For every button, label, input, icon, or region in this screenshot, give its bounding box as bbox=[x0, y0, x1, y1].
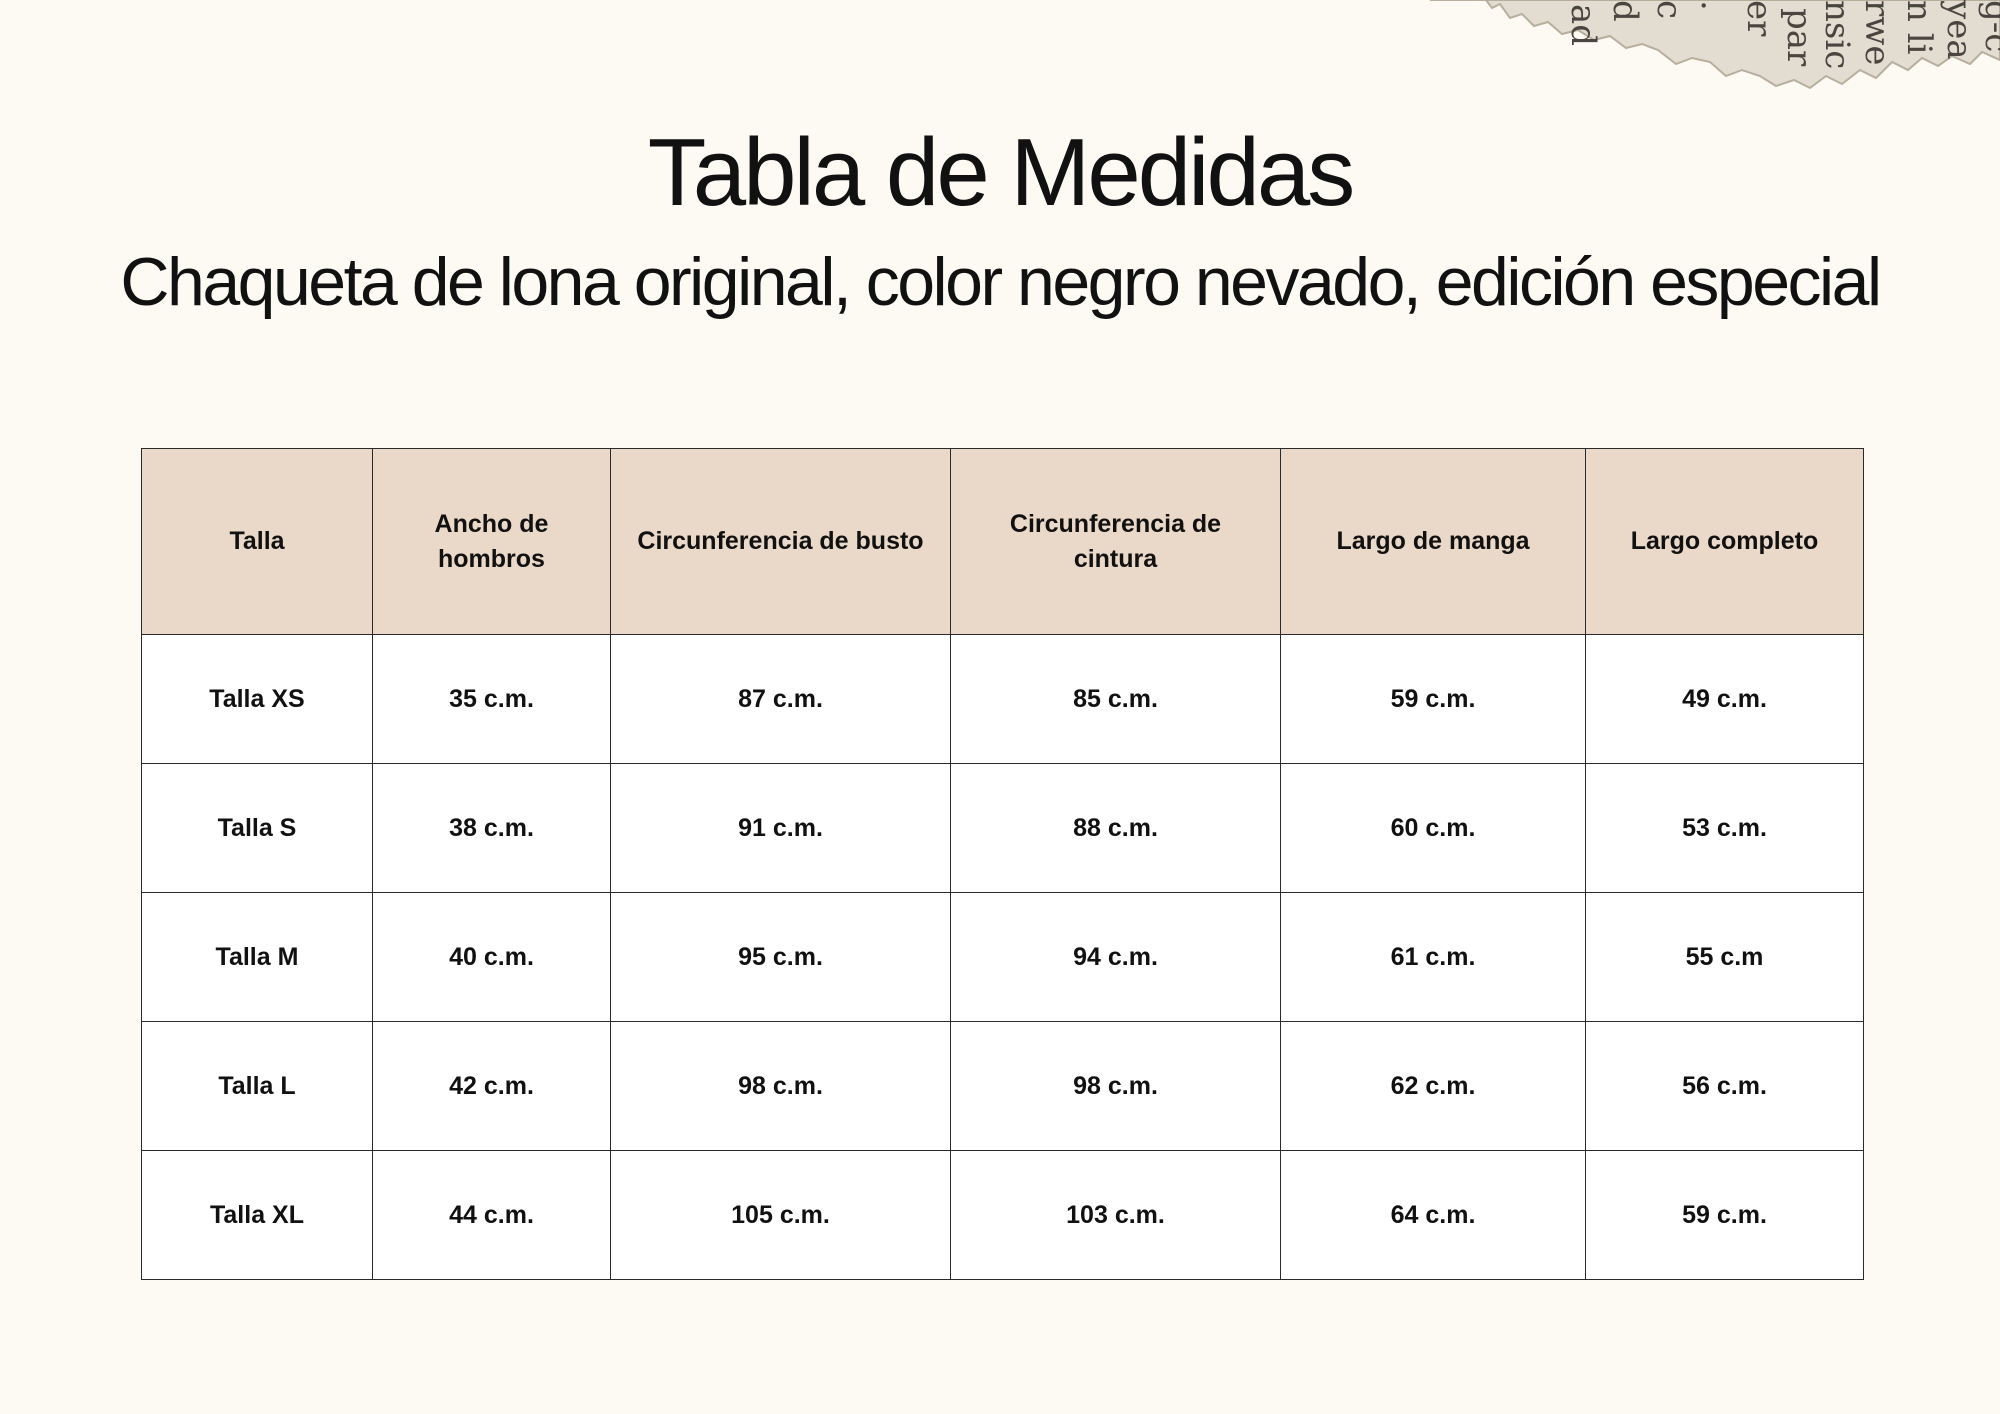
table-cell: 35 c.m. bbox=[372, 634, 611, 764]
table-cell: 98 c.m. bbox=[610, 1021, 951, 1151]
table-cell: 38 c.m. bbox=[372, 763, 611, 893]
table-cell: 59 c.m. bbox=[1280, 634, 1586, 764]
svg-text:n li: n li bbox=[1899, 0, 1939, 55]
svg-text:par: par bbox=[1779, 8, 1819, 67]
size-cell: Talla S bbox=[141, 763, 373, 893]
torn-newspaper-scrap-icon: ad d c . er par nsic rwe n li yea g-c bbox=[1430, 0, 2000, 90]
size-cell: Talla XS bbox=[141, 634, 373, 764]
table-cell: 40 c.m. bbox=[372, 892, 611, 1022]
header-circunferencia-cintura: Circunferencia de cintura bbox=[950, 448, 1281, 635]
svg-text:.: . bbox=[1693, 0, 1733, 11]
table-row: Talla M 40 c.m. 95 c.m. 94 c.m. 61 c.m. … bbox=[141, 892, 1864, 1022]
svg-text:g-c: g-c bbox=[1977, 0, 2000, 52]
page-title: Tabla de Medidas bbox=[647, 119, 1355, 226]
svg-text:rwe: rwe bbox=[1857, 0, 1897, 65]
table-cell: 64 c.m. bbox=[1280, 1150, 1586, 1280]
size-chart-table: Talla Ancho de hombros Circunferencia de… bbox=[141, 448, 1864, 1280]
table-header-row: Talla Ancho de hombros Circunferencia de… bbox=[141, 448, 1864, 635]
table-row: Talla XS 35 c.m. 87 c.m. 85 c.m. 59 c.m.… bbox=[141, 634, 1864, 764]
table-cell: 87 c.m. bbox=[610, 634, 951, 764]
page-subtitle: Chaqueta de lona original, color negro n… bbox=[120, 244, 1882, 320]
svg-text:ad: ad bbox=[1563, 4, 1603, 46]
table-cell: 59 c.m. bbox=[1585, 1150, 1864, 1280]
table-cell: 103 c.m. bbox=[950, 1150, 1281, 1280]
header-ancho-hombros: Ancho de hombros bbox=[372, 448, 611, 635]
table-row: Talla XL 44 c.m. 105 c.m. 103 c.m. 64 c.… bbox=[141, 1150, 1864, 1280]
table-cell: 95 c.m. bbox=[610, 892, 951, 1022]
table-cell: 55 c.m bbox=[1585, 892, 1864, 1022]
table-row: Talla S 38 c.m. 91 c.m. 88 c.m. 60 c.m. … bbox=[141, 763, 1864, 893]
table-cell: 61 c.m. bbox=[1280, 892, 1586, 1022]
table-cell: 42 c.m. bbox=[372, 1021, 611, 1151]
size-cell: Talla L bbox=[141, 1021, 373, 1151]
table-cell: 56 c.m. bbox=[1585, 1021, 1864, 1151]
svg-text:d: d bbox=[1605, 0, 1645, 22]
svg-text:er: er bbox=[1739, 0, 1779, 37]
table-cell: 44 c.m. bbox=[372, 1150, 611, 1280]
table-cell: 53 c.m. bbox=[1585, 763, 1864, 893]
table-cell: 85 c.m. bbox=[950, 634, 1281, 764]
header-largo-manga: Largo de manga bbox=[1280, 448, 1586, 635]
table-cell: 91 c.m. bbox=[610, 763, 951, 893]
size-cell: Talla M bbox=[141, 892, 373, 1022]
table-cell: 88 c.m. bbox=[950, 763, 1281, 893]
svg-text:yea: yea bbox=[1939, 0, 1979, 60]
svg-text:c: c bbox=[1649, 0, 1689, 19]
table-cell: 105 c.m. bbox=[610, 1150, 951, 1280]
table-cell: 62 c.m. bbox=[1280, 1021, 1586, 1151]
table-cell: 49 c.m. bbox=[1585, 634, 1864, 764]
table-cell: 60 c.m. bbox=[1280, 763, 1586, 893]
svg-text:nsic: nsic bbox=[1817, 0, 1857, 69]
table-cell: 98 c.m. bbox=[950, 1021, 1281, 1151]
table-cell: 94 c.m. bbox=[950, 892, 1281, 1022]
header-circunferencia-busto: Circunferencia de busto bbox=[610, 448, 951, 635]
size-cell: Talla XL bbox=[141, 1150, 373, 1280]
header-largo-completo: Largo completo bbox=[1585, 448, 1864, 635]
table-row: Talla L 42 c.m. 98 c.m. 98 c.m. 62 c.m. … bbox=[141, 1021, 1864, 1151]
header-talla: Talla bbox=[141, 448, 373, 635]
